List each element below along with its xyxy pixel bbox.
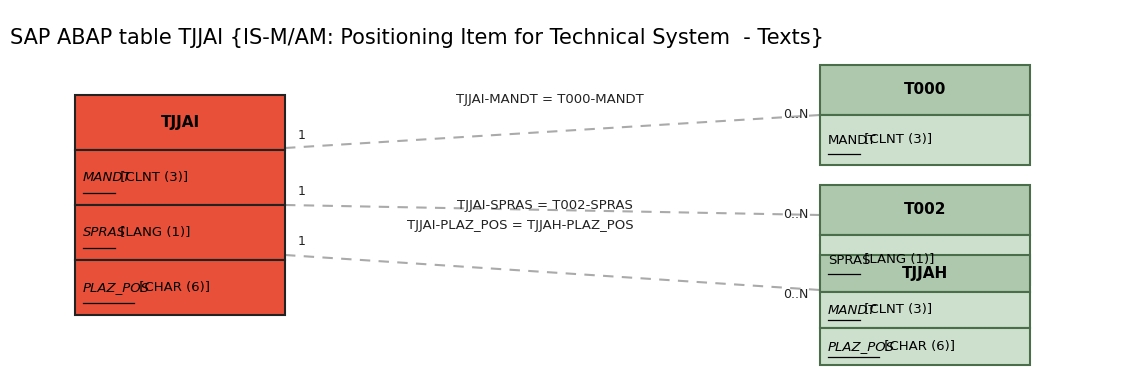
Bar: [76, 95, 285, 150]
Text: TJJAI-SPRAS = T002-SPRAS: TJJAI-SPRAS = T002-SPRAS: [458, 199, 633, 211]
Bar: [820, 235, 1030, 285]
Text: PLAZ_POS: PLAZ_POS: [828, 340, 895, 353]
Text: TJJAI-MANDT = T000-MANDT: TJJAI-MANDT = T000-MANDT: [456, 93, 644, 106]
Text: [LANG (1)]: [LANG (1)]: [115, 226, 189, 239]
Text: SPRAS: SPRAS: [828, 253, 870, 267]
Bar: [820, 292, 1030, 328]
Text: 1: 1: [298, 235, 305, 248]
Text: T002: T002: [904, 202, 947, 218]
Text: [CLNT (3)]: [CLNT (3)]: [115, 171, 187, 184]
Text: TJJAI: TJJAI: [160, 115, 199, 130]
Text: SAP ABAP table TJJAI {IS-M/AM: Positioning Item for Technical System  - Texts}: SAP ABAP table TJJAI {IS-M/AM: Positioni…: [10, 28, 824, 48]
Bar: [820, 185, 1030, 235]
Text: [CLNT (3)]: [CLNT (3)]: [861, 133, 933, 147]
Text: MANDT: MANDT: [828, 133, 877, 147]
Bar: [820, 65, 1030, 115]
Text: PLAZ_POS: PLAZ_POS: [83, 281, 150, 294]
Text: SPRAS: SPRAS: [83, 226, 126, 239]
Text: [CLNT (3)]: [CLNT (3)]: [861, 303, 933, 317]
Text: [CHAR (6)]: [CHAR (6)]: [135, 281, 210, 294]
Text: TJJAI-PLAZ_POS = TJJAH-PLAZ_POS: TJJAI-PLAZ_POS = TJJAH-PLAZ_POS: [407, 219, 633, 231]
Text: 1: 1: [298, 185, 305, 198]
Text: MANDT: MANDT: [828, 303, 877, 317]
Bar: [76, 205, 285, 260]
Text: [LANG (1)]: [LANG (1)]: [861, 253, 935, 267]
Text: 0..N: 0..N: [782, 288, 808, 302]
Text: TJJAH: TJJAH: [902, 266, 948, 281]
Text: MANDT: MANDT: [83, 171, 132, 184]
Text: 0..N: 0..N: [782, 208, 808, 222]
Text: T000: T000: [904, 83, 947, 98]
Bar: [76, 260, 285, 315]
Bar: [820, 255, 1030, 292]
Bar: [820, 328, 1030, 365]
Bar: [76, 150, 285, 205]
Bar: [820, 115, 1030, 165]
Text: [CHAR (6)]: [CHAR (6)]: [880, 340, 955, 353]
Text: 0..N: 0..N: [782, 109, 808, 121]
Text: 1: 1: [298, 129, 305, 142]
